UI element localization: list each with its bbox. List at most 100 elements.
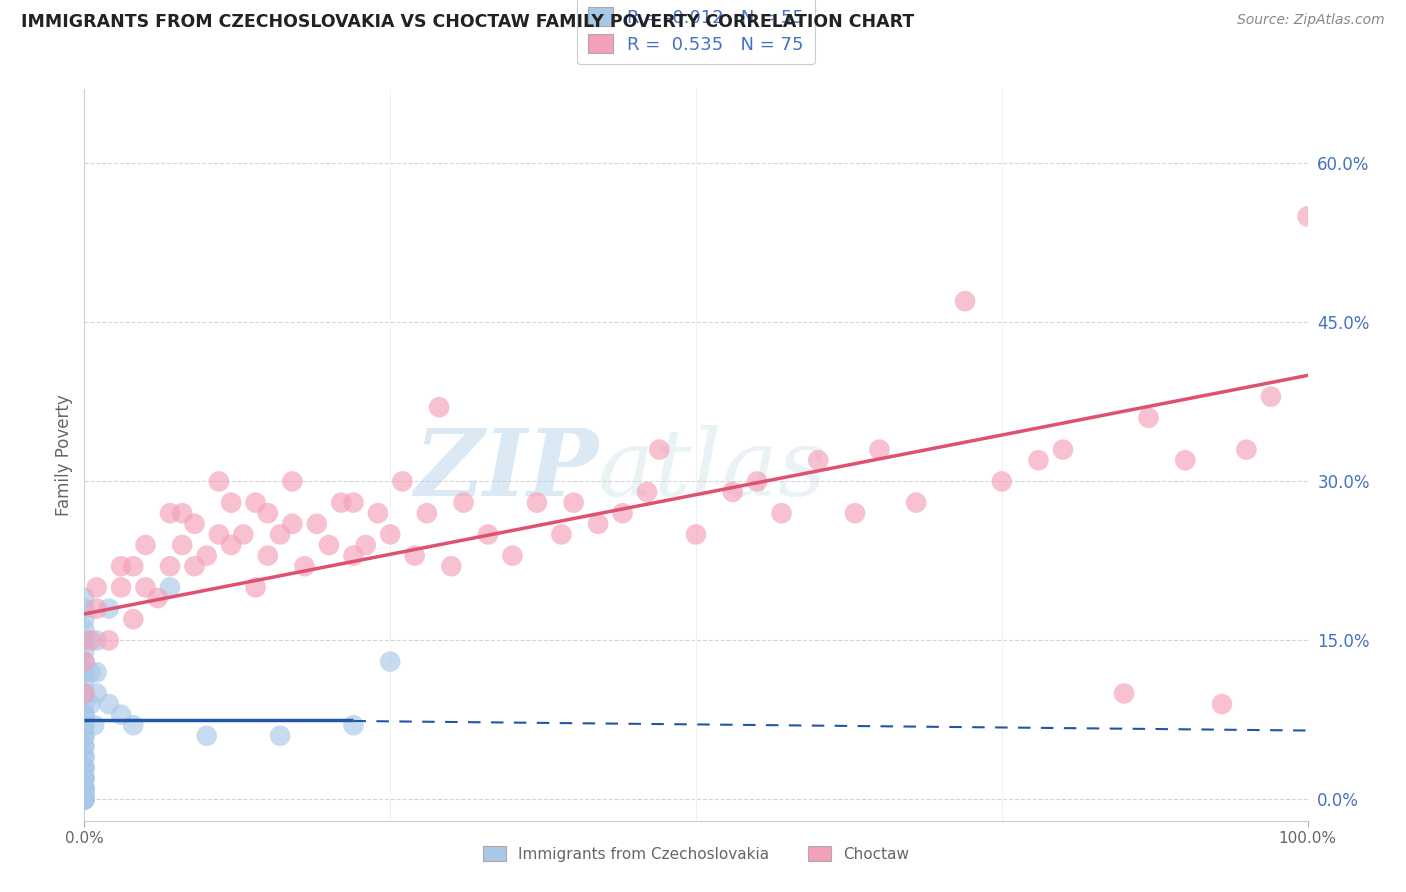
Point bbox=[73, 718, 96, 732]
Point bbox=[159, 506, 181, 520]
Point bbox=[1296, 210, 1319, 224]
Point bbox=[73, 771, 96, 785]
Point bbox=[269, 527, 291, 541]
Point bbox=[97, 601, 120, 615]
Point bbox=[991, 475, 1014, 489]
Point bbox=[73, 665, 96, 680]
Point bbox=[294, 559, 316, 574]
Point bbox=[953, 294, 976, 309]
Point bbox=[318, 538, 340, 552]
Point bbox=[330, 495, 353, 509]
Point bbox=[404, 549, 426, 563]
Point bbox=[380, 527, 402, 541]
Point bbox=[586, 516, 609, 531]
Point bbox=[502, 549, 524, 563]
Point bbox=[73, 612, 96, 626]
Point bbox=[79, 697, 101, 711]
Point bbox=[844, 506, 866, 520]
Point bbox=[86, 601, 108, 615]
Point bbox=[342, 549, 364, 563]
Text: Source: ZipAtlas.com: Source: ZipAtlas.com bbox=[1237, 13, 1385, 28]
Point bbox=[73, 718, 96, 732]
Point bbox=[1137, 410, 1160, 425]
Text: atlas: atlas bbox=[598, 425, 828, 515]
Point bbox=[807, 453, 830, 467]
Point bbox=[257, 506, 280, 520]
Point bbox=[73, 792, 96, 806]
Point bbox=[73, 771, 96, 785]
Point bbox=[73, 655, 96, 669]
Point bbox=[73, 781, 96, 796]
Point bbox=[79, 665, 101, 680]
Point bbox=[416, 506, 439, 520]
Point bbox=[440, 559, 463, 574]
Point bbox=[269, 729, 291, 743]
Point bbox=[73, 686, 96, 700]
Point bbox=[73, 761, 96, 775]
Point bbox=[73, 729, 96, 743]
Point bbox=[73, 771, 96, 785]
Point bbox=[367, 506, 389, 520]
Point bbox=[73, 697, 96, 711]
Point bbox=[159, 559, 181, 574]
Point bbox=[1114, 686, 1136, 700]
Point bbox=[391, 475, 413, 489]
Point bbox=[721, 485, 744, 500]
Point bbox=[86, 665, 108, 680]
Point bbox=[380, 655, 402, 669]
Point bbox=[110, 581, 132, 595]
Point bbox=[135, 581, 157, 595]
Point bbox=[122, 612, 145, 626]
Point bbox=[342, 495, 364, 509]
Y-axis label: Family Poverty: Family Poverty bbox=[55, 394, 73, 516]
Point bbox=[219, 495, 242, 509]
Point bbox=[73, 792, 96, 806]
Point bbox=[1236, 442, 1258, 457]
Point bbox=[73, 729, 96, 743]
Point bbox=[183, 559, 205, 574]
Point bbox=[73, 761, 96, 775]
Point bbox=[73, 781, 96, 796]
Point bbox=[526, 495, 548, 509]
Text: IMMIGRANTS FROM CZECHOSLOVAKIA VS CHOCTAW FAMILY POVERTY CORRELATION CHART: IMMIGRANTS FROM CZECHOSLOVAKIA VS CHOCTA… bbox=[21, 13, 914, 31]
Point bbox=[770, 506, 793, 520]
Point bbox=[1052, 442, 1074, 457]
Point bbox=[73, 750, 96, 764]
Point bbox=[869, 442, 891, 457]
Point bbox=[86, 686, 108, 700]
Point bbox=[79, 633, 101, 648]
Point bbox=[636, 485, 658, 500]
Legend: Immigrants from Czechoslovakia, Choctaw: Immigrants from Czechoslovakia, Choctaw bbox=[477, 839, 915, 868]
Point bbox=[219, 538, 242, 552]
Point bbox=[747, 475, 769, 489]
Point bbox=[648, 442, 671, 457]
Point bbox=[73, 644, 96, 658]
Point bbox=[73, 623, 96, 637]
Point bbox=[73, 750, 96, 764]
Point bbox=[73, 781, 96, 796]
Point bbox=[342, 718, 364, 732]
Point bbox=[905, 495, 928, 509]
Point bbox=[73, 707, 96, 722]
Point bbox=[73, 792, 96, 806]
Point bbox=[1174, 453, 1197, 467]
Point bbox=[73, 633, 96, 648]
Point bbox=[453, 495, 475, 509]
Point bbox=[122, 559, 145, 574]
Point bbox=[427, 401, 450, 415]
Point bbox=[73, 739, 96, 754]
Point bbox=[86, 633, 108, 648]
Point bbox=[281, 516, 304, 531]
Point bbox=[110, 559, 132, 574]
Point bbox=[135, 538, 157, 552]
Point bbox=[172, 506, 194, 520]
Point bbox=[122, 718, 145, 732]
Point bbox=[477, 527, 499, 541]
Point bbox=[73, 707, 96, 722]
Point bbox=[183, 516, 205, 531]
Point bbox=[245, 495, 267, 509]
Point bbox=[195, 729, 218, 743]
Point bbox=[73, 686, 96, 700]
Point bbox=[86, 581, 108, 595]
Point bbox=[73, 739, 96, 754]
